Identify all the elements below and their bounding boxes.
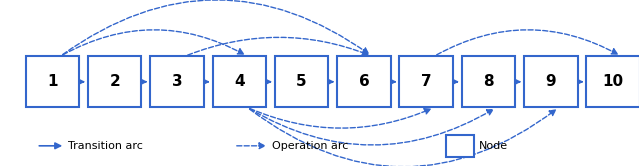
Text: 7: 7 xyxy=(421,74,431,89)
FancyBboxPatch shape xyxy=(212,56,266,107)
FancyBboxPatch shape xyxy=(524,56,577,107)
Text: 9: 9 xyxy=(545,74,556,89)
FancyBboxPatch shape xyxy=(26,56,79,107)
Text: 8: 8 xyxy=(483,74,494,89)
FancyBboxPatch shape xyxy=(446,135,474,157)
FancyBboxPatch shape xyxy=(337,56,390,107)
FancyBboxPatch shape xyxy=(461,56,515,107)
Text: 2: 2 xyxy=(109,74,120,89)
Text: 5: 5 xyxy=(296,74,307,89)
Text: 6: 6 xyxy=(358,74,369,89)
Text: 3: 3 xyxy=(172,74,182,89)
FancyBboxPatch shape xyxy=(399,56,453,107)
FancyBboxPatch shape xyxy=(586,56,640,107)
FancyBboxPatch shape xyxy=(88,56,141,107)
FancyBboxPatch shape xyxy=(275,56,328,107)
FancyBboxPatch shape xyxy=(150,56,204,107)
Text: 10: 10 xyxy=(602,74,624,89)
Text: Transition arc: Transition arc xyxy=(68,141,143,151)
Text: 1: 1 xyxy=(47,74,58,89)
Text: Node: Node xyxy=(479,141,508,151)
Text: 4: 4 xyxy=(234,74,244,89)
Text: Operation arc: Operation arc xyxy=(272,141,349,151)
